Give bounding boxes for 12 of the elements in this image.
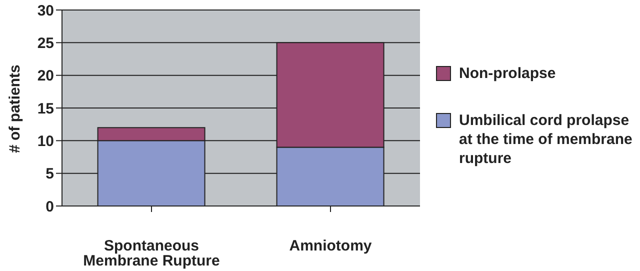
legend-label: Umbilical cord prolapse at the time of membrane rupture	[459, 110, 634, 168]
legend-label: Non-prolapse	[459, 64, 556, 82]
y-tick-label: 10	[37, 132, 54, 150]
y-axis-title: # of patients	[6, 64, 24, 153]
x-tick-label: Spontaneous Membrane Rupture	[83, 238, 220, 270]
y-tick-label: 20	[37, 68, 54, 85]
y-tick-label: 5	[46, 166, 54, 183]
y-tick-label: 15	[37, 100, 54, 118]
x-tick-label: Amniotomy	[289, 238, 372, 255]
y-tick-label: 0	[46, 198, 54, 216]
y-tick-label: 25	[37, 34, 54, 52]
y-tick-label: 30	[37, 2, 54, 20]
